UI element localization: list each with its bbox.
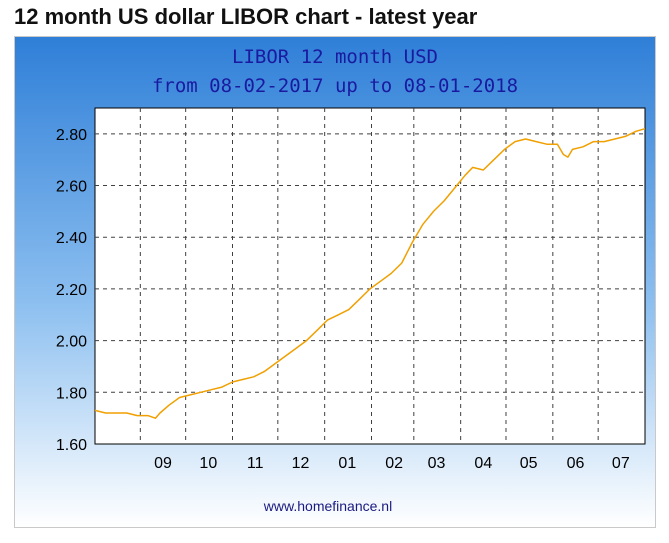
- x-tick-label: 11: [247, 455, 264, 472]
- y-tick-label: 2.00: [56, 334, 87, 351]
- x-tick-label: 09: [154, 455, 172, 472]
- page-title: 12 month US dollar LIBOR chart - latest …: [14, 4, 478, 29]
- x-tick-label: 10: [199, 455, 217, 472]
- y-tick-label: 2.80: [56, 127, 87, 144]
- x-tick-label: 06: [567, 455, 585, 472]
- y-tick-label: 2.40: [56, 230, 87, 247]
- x-tick-label: 12: [292, 455, 310, 472]
- x-tick-label: 05: [520, 455, 538, 472]
- x-tick-label: 02: [385, 455, 403, 472]
- x-tick-label: 04: [474, 455, 492, 472]
- chart-subtitle: from 08-02-2017 up to 08-01-2018: [152, 75, 518, 97]
- plot-area: [94, 107, 646, 445]
- y-tick-label: 1.80: [56, 385, 87, 402]
- libor-series-line: [94, 127, 646, 419]
- x-tick-label: 03: [428, 455, 446, 472]
- y-tick-label: 1.60: [56, 437, 87, 454]
- y-tick-label: 2.20: [56, 282, 87, 299]
- chart-panel: LIBOR 12 month USD from 08-02-2017 up to…: [14, 36, 656, 528]
- chart-title: LIBOR 12 month USD: [232, 46, 438, 68]
- y-tick-label: 2.60: [56, 179, 87, 196]
- series-layer: [94, 127, 646, 419]
- libor-line-chart: LIBOR 12 month USD from 08-02-2017 up to…: [15, 37, 655, 527]
- x-tick-label: 07: [612, 455, 630, 472]
- x-tick-label: 01: [338, 455, 356, 472]
- source-credit: www.homefinance.nl: [263, 498, 392, 514]
- tick-labels: 1.60 1.80 2.00 2.20 2.40 2.60 2.80 09 10 11 12 01 02…: [56, 127, 630, 472]
